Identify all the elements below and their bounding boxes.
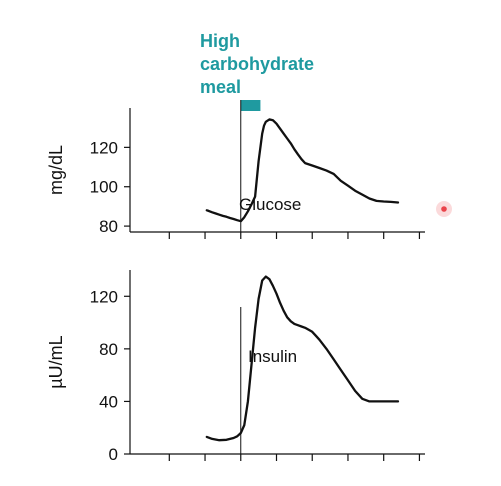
glucose-y-tick-label-80: 80 bbox=[99, 217, 118, 236]
insulin-x-ticks bbox=[168, 454, 421, 461]
glucose-series-line bbox=[205, 118, 400, 223]
insulin-y-axis-label: µU/mL bbox=[46, 335, 66, 388]
insulin-y-tick-label-0: 0 bbox=[109, 445, 118, 464]
meal-bar bbox=[240, 100, 261, 111]
glucose-x-ticks bbox=[168, 232, 421, 239]
insulin-y-ticks: 0 40 80 120 bbox=[90, 287, 130, 464]
meal-label-line-1: High bbox=[200, 31, 240, 51]
meal-label: High carbohydrate meal bbox=[200, 31, 314, 97]
glucose-series-label: Glucose bbox=[239, 195, 301, 214]
meal-label-line-2: carbohydrate bbox=[200, 54, 314, 74]
insulin-y-tick-label-40: 40 bbox=[99, 392, 118, 411]
meal-label-line-3: meal bbox=[200, 77, 241, 97]
insulin-panel: 0 40 80 120 µU/mL Insulin bbox=[46, 270, 425, 464]
glucose-y-tick-label-120: 120 bbox=[90, 138, 118, 157]
glucose-y-axis-label: mg/dL bbox=[46, 145, 66, 195]
cursor-dot bbox=[441, 206, 447, 212]
insulin-series-label: Insulin bbox=[248, 347, 297, 366]
insulin-y-tick-label-80: 80 bbox=[99, 340, 118, 359]
insulin-y-tick-label-120: 120 bbox=[90, 287, 118, 306]
glucose-y-ticks: 80 100 120 bbox=[90, 138, 130, 236]
glucose-y-tick-label-100: 100 bbox=[90, 178, 118, 197]
glucose-panel: 80 100 120 mg/dL Glucose bbox=[46, 100, 425, 239]
cursor-indicator bbox=[436, 201, 452, 217]
insulin-series-line bbox=[205, 275, 400, 442]
